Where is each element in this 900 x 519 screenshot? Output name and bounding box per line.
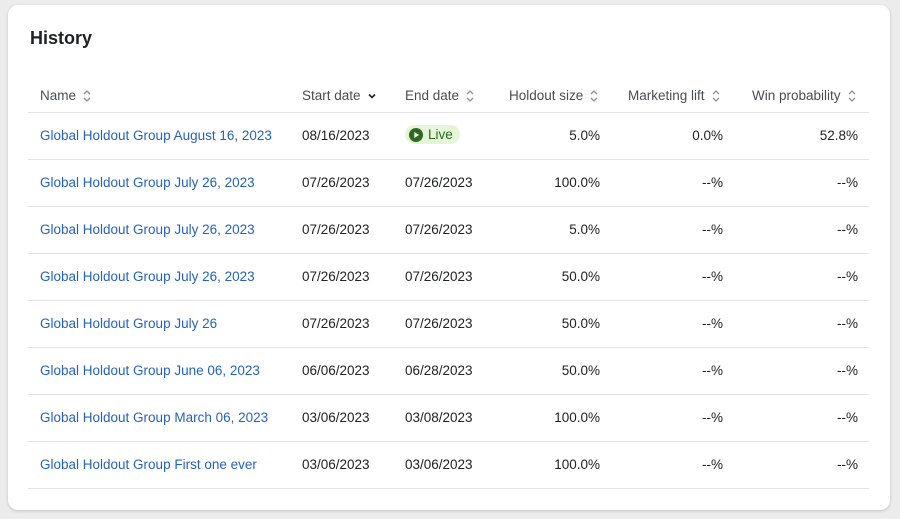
column-header[interactable]: Holdout size bbox=[509, 86, 599, 106]
sort-icon bbox=[367, 90, 377, 102]
header-label: Start date bbox=[302, 88, 361, 103]
holdout-link[interactable]: Global Holdout Group July 26, 2023 bbox=[40, 222, 255, 237]
table-cell: 100.0% bbox=[554, 175, 600, 190]
table-cell: 5.0% bbox=[569, 128, 600, 143]
row-divider bbox=[28, 253, 869, 254]
table-cell: --% bbox=[837, 457, 858, 472]
row-divider bbox=[28, 347, 869, 348]
table-cell: 50.0% bbox=[561, 269, 600, 284]
table-cell: --% bbox=[702, 316, 723, 331]
table-cell: 0.0% bbox=[692, 128, 723, 143]
table-cell: --% bbox=[702, 222, 723, 237]
row-divider bbox=[28, 206, 869, 207]
table-cell: --% bbox=[702, 363, 723, 378]
table-cell: 52.8% bbox=[819, 128, 858, 143]
table-cell: 100.0% bbox=[554, 410, 600, 425]
table-cell: 03/06/2023 bbox=[302, 410, 370, 425]
sort-icon bbox=[465, 89, 475, 103]
play-icon bbox=[409, 127, 423, 142]
header-label: Win probability bbox=[752, 88, 841, 103]
table-cell: --% bbox=[837, 222, 858, 237]
sort-icon bbox=[711, 89, 721, 103]
table-cell: --% bbox=[702, 175, 723, 190]
table-cell: 50.0% bbox=[561, 363, 600, 378]
sort-icon bbox=[847, 89, 857, 103]
row-divider bbox=[28, 300, 869, 301]
holdout-link[interactable]: Global Holdout Group First one ever bbox=[40, 457, 257, 472]
live-badge: Live bbox=[405, 125, 460, 144]
table-cell: 5.0% bbox=[569, 222, 600, 237]
table-cell: --% bbox=[702, 410, 723, 425]
header-label: Marketing lift bbox=[628, 88, 705, 103]
table-cell: --% bbox=[837, 175, 858, 190]
header-label: Holdout size bbox=[509, 88, 584, 103]
row-divider bbox=[28, 441, 869, 442]
table-cell: 07/26/2023 bbox=[302, 222, 370, 237]
status-badge: Live bbox=[405, 125, 460, 148]
table-cell: 03/08/2023 bbox=[405, 410, 473, 425]
table-cell: 07/26/2023 bbox=[405, 316, 473, 331]
table-cell: 07/26/2023 bbox=[302, 175, 370, 190]
row-divider bbox=[28, 488, 869, 489]
sort-icon bbox=[82, 89, 92, 103]
table-cell: 07/26/2023 bbox=[302, 269, 370, 284]
table-cell: --% bbox=[837, 410, 858, 425]
table-cell: 100.0% bbox=[554, 457, 600, 472]
table-cell: 50.0% bbox=[561, 316, 600, 331]
holdout-link[interactable]: Global Holdout Group July 26, 2023 bbox=[40, 269, 255, 284]
table-cell: 06/06/2023 bbox=[302, 363, 370, 378]
column-header[interactable]: Name bbox=[40, 86, 92, 106]
column-header[interactable]: Start date bbox=[302, 86, 377, 106]
history-card: History Name Start date End date Holdout si… bbox=[8, 5, 890, 510]
holdout-link[interactable]: Global Holdout Group July 26, 2023 bbox=[40, 175, 255, 190]
header-label: Name bbox=[40, 88, 77, 103]
badge-label: Live bbox=[428, 126, 453, 142]
table-cell: 03/06/2023 bbox=[302, 457, 370, 472]
table-cell: 07/26/2023 bbox=[405, 175, 473, 190]
column-header[interactable]: Marketing lift bbox=[628, 86, 721, 106]
table-cell: 08/16/2023 bbox=[302, 128, 370, 143]
header-label: End date bbox=[405, 88, 460, 103]
table-cell: 03/06/2023 bbox=[405, 457, 473, 472]
row-divider bbox=[28, 394, 869, 395]
holdout-link[interactable]: Global Holdout Group July 26 bbox=[40, 316, 218, 331]
table-cell: --% bbox=[702, 457, 723, 472]
table-cell: 07/26/2023 bbox=[405, 269, 473, 284]
table-cell: 07/26/2023 bbox=[302, 316, 370, 331]
table-cell: --% bbox=[837, 316, 858, 331]
holdout-link[interactable]: Global Holdout Group June 06, 2023 bbox=[40, 363, 260, 378]
header-divider bbox=[28, 112, 869, 113]
table-cell: 06/28/2023 bbox=[405, 363, 473, 378]
table-cell: 07/26/2023 bbox=[405, 222, 473, 237]
table-cell: --% bbox=[837, 269, 858, 284]
holdout-link[interactable]: Global Holdout Group August 16, 2023 bbox=[40, 128, 272, 143]
sort-icon bbox=[589, 89, 599, 103]
row-divider bbox=[28, 159, 869, 160]
table-cell: --% bbox=[837, 363, 858, 378]
holdout-link[interactable]: Global Holdout Group March 06, 2023 bbox=[40, 410, 269, 425]
column-header[interactable]: Win probability bbox=[752, 86, 857, 106]
table-cell: --% bbox=[702, 269, 723, 284]
column-header[interactable]: End date bbox=[405, 86, 475, 106]
card-title: History bbox=[30, 28, 93, 48]
